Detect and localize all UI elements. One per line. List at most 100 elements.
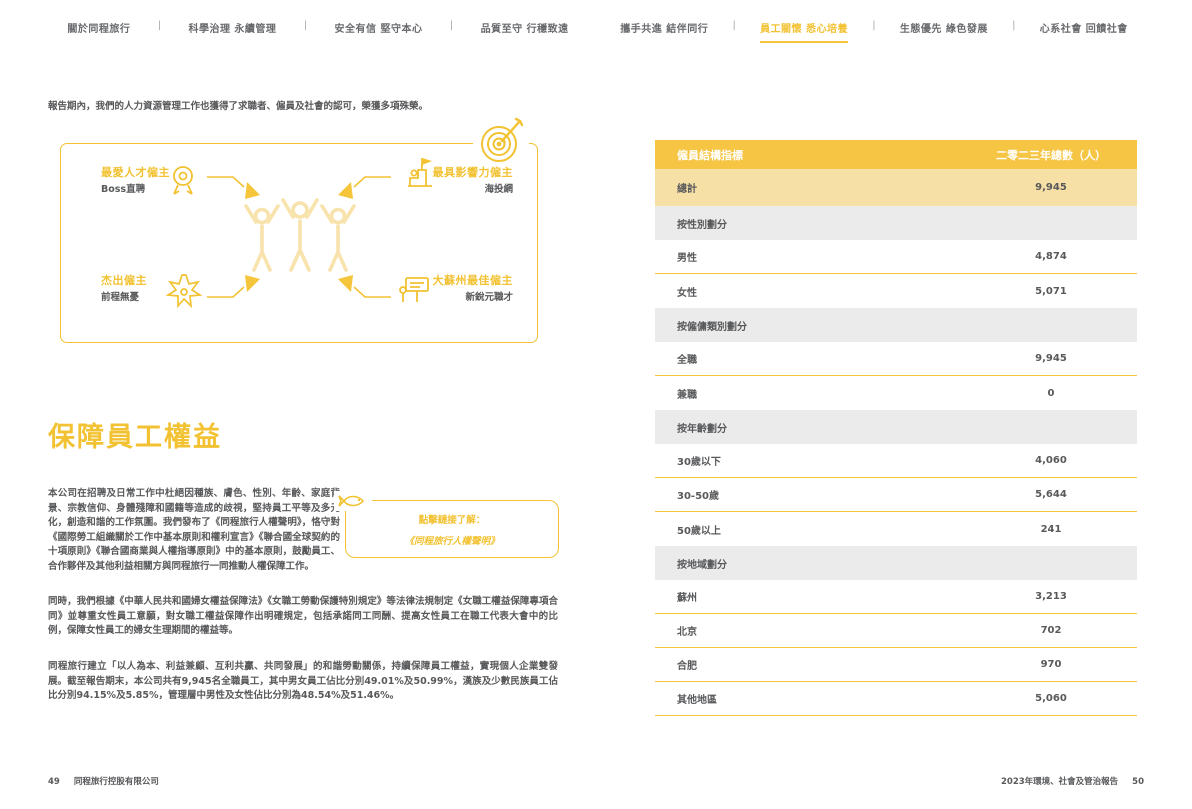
billboard-icon [399,277,429,302]
row-label: 北京 [677,627,697,638]
award-title: 最具影響力僱主 [432,166,513,179]
podium-icon [408,158,432,187]
table-row: 50歲以上 241 [655,512,1137,546]
award-most-influential-employer: 最具影響力僱主 海投網 [433,166,514,196]
dart-target-icon [473,115,529,167]
row-value: 970 [1040,659,1062,670]
award-best-suzhou-employer: 大蘇州最佳僱主 新銳元職才 [433,274,514,304]
table-row: 合肥 970 [655,648,1137,682]
table-header-row: 僱員結構指標 二零二三年總數（人） [655,140,1137,169]
table-header-value: 二零二三年總數（人） [996,148,1106,162]
awards-connector-graphic [165,158,432,309]
row-label: 按地域劃分 [677,559,727,571]
row-value: 5,071 [1035,285,1067,297]
table-section-row: 按性別劃分 [655,206,1137,240]
nav-separator: | [157,20,162,31]
footer-left: 49 同程旅行控股有限公司 [48,775,159,787]
table-header-label: 僱員結構指標 [677,148,743,162]
table-row: 30-50歲 5,644 [655,478,1137,512]
nav-tab-partners[interactable]: 攜手共進 結伴同行 [620,24,709,35]
body-paragraph-2: 同時，我們根據《中華人民共和國婦女權益保障法》《女職工勞動保護特別規定》等法律法… [48,596,558,636]
row-value: 4,060 [1035,455,1067,466]
nav-separator: | [872,20,876,31]
row-value: 3,213 [1035,591,1067,602]
row-label: 男性 [677,253,697,264]
nav-tab-employees-active[interactable]: 員工關懷 悉心培養 [760,20,849,43]
nav-tab-environment[interactable]: 生態優先 綠色發展 [899,24,988,35]
nav-tab-quality[interactable]: 品質至守 行穩致遠 [480,24,569,35]
footer-report-title: 2023年環境、社會及管治報告 [1000,777,1119,787]
table-row: 總計 9,945 [655,169,1137,206]
table-section-row: 按地域劃分 [655,546,1137,580]
employee-structure-table: 僱員結構指標 二零二三年總數（人） 總計 9,945 按性別劃分男性 4,874 女性 5… [655,140,1137,716]
row-label: 蘇州 [677,593,697,604]
row-label: 按僱傭類別劃分 [677,321,747,333]
row-value: 9,945 [1035,353,1067,364]
nav-separator: | [449,20,454,31]
award-title: 最愛人才僱主 [101,166,170,179]
row-label: 按年齡劃分 [677,423,727,435]
top-navigation: 關於同程旅行 | 科學治理 永續管理 | 安全有信 堅守本心 | 品質至守 行穩… [0,20,1192,43]
row-label: 30歲以下 [677,457,721,468]
row-label: 其他地區 [677,695,717,706]
row-label: 全職 [677,355,697,366]
nav-separator: | [303,20,308,31]
nav-separator: | [732,20,736,31]
table-section-row: 按年齡劃分 [655,410,1137,444]
body-paragraph-1: 本公司在招聘及日常工作中杜絕因種族、膚色、性別、年齡、家庭背景、宗教信仰、身體殘… [48,488,340,572]
row-label: 合肥 [677,661,697,672]
nav-tab-governance[interactable]: 科學治理 永續管理 [188,24,277,35]
section-title: 保障員工權益 [48,422,222,453]
row-label: 30-50歲 [677,491,719,502]
award-title: 大蘇州最佳僱主 [432,274,513,287]
table-row: 兼職 0 [655,376,1137,410]
row-value: 4,874 [1035,251,1067,262]
row-value: 5,644 [1035,489,1067,500]
row-label: 按性別劃分 [677,219,727,231]
row-value: 702 [1040,625,1062,636]
award-issuer: 新銳元職才 [465,291,513,303]
footer-right: 2023年環境、社會及管治報告 50 [1001,775,1144,787]
row-value: 241 [1040,523,1062,535]
employer-awards-diagram: 最愛人才僱主 Boss直聘 最具影響力僱主 海投網 杰出僱主 前程無憂 大蘇州最… [60,115,538,343]
fish-icon [334,491,372,511]
nav-right-half: 攜手共進 結伴同行 | 員工關懷 悉心培養 | 生態優先 綠色發展 | 心系社會… [596,20,1152,43]
row-value: 5,060 [1035,693,1067,704]
table-row: 全職 9,945 [655,342,1137,376]
table-row: 30歲以下 4,060 [655,444,1137,478]
footer-company-name: 同程旅行控股有限公司 [73,777,159,787]
row-label: 兼職 [677,389,697,401]
award-outstanding-employer: 杰出僱主 前程無憂 [101,274,147,304]
award-title: 杰出僱主 [101,274,147,287]
table-row: 其他地區 5,060 [655,682,1137,716]
table-row: 男性 4,874 [655,240,1137,274]
page-number-left: 49 [48,777,60,787]
callout-link-text[interactable]: 《同程旅行人權聲明》 [404,536,500,547]
table-body: 總計 9,945 按性別劃分男性 4,874 女性 5,071 按僱傭類別劃分 全職 9,945… [655,169,1137,716]
nav-tab-about[interactable]: 關於同程旅行 [67,24,131,35]
people-celebrating-icon [244,198,356,272]
row-label: 女性 [677,287,697,299]
table-row: 女性 5,071 [655,274,1137,308]
intro-paragraph: 報告期內，我們的人力資源管理工作也獲得了求職者、僱員及社會的認可，榮獲多項殊榮。 [48,101,429,112]
nav-left-half: 關於同程旅行 | 科學治理 永續管理 | 安全有信 堅守本心 | 品質至守 行穩… [40,20,596,43]
row-value: 9,945 [1035,182,1067,193]
callout-label: 點擊鏈接了解： [418,515,486,526]
award-best-talent-employer: 最愛人才僱主 Boss直聘 [101,166,170,196]
nav-separator: | [1012,20,1016,31]
nav-tab-safety[interactable]: 安全有信 堅守本心 [334,24,423,35]
row-value: 0 [1047,387,1055,399]
starburst-icon [165,274,203,309]
table-row: 北京 702 [655,614,1137,648]
table-section-row: 按僱傭類別劃分 [655,308,1137,342]
award-issuer: Boss直聘 [101,183,146,195]
award-issuer: 前程無憂 [101,291,140,303]
table-row: 蘇州 3,213 [655,580,1137,614]
human-rights-statement-callout[interactable]: 點擊鏈接了解： 《同程旅行人權聲明》 [334,491,559,558]
body-paragraph-3: 同程旅行建立「以人為本、利益兼顧、互利共贏、共同發展」的和諧勞動關係，持續保障員… [48,661,558,701]
nav-tab-community[interactable]: 心系社會 回饋社會 [1039,24,1128,35]
medal-icon [173,166,193,195]
award-issuer: 海投網 [484,183,513,195]
page-number-right: 50 [1132,777,1144,787]
row-label: 總計 [677,184,697,195]
